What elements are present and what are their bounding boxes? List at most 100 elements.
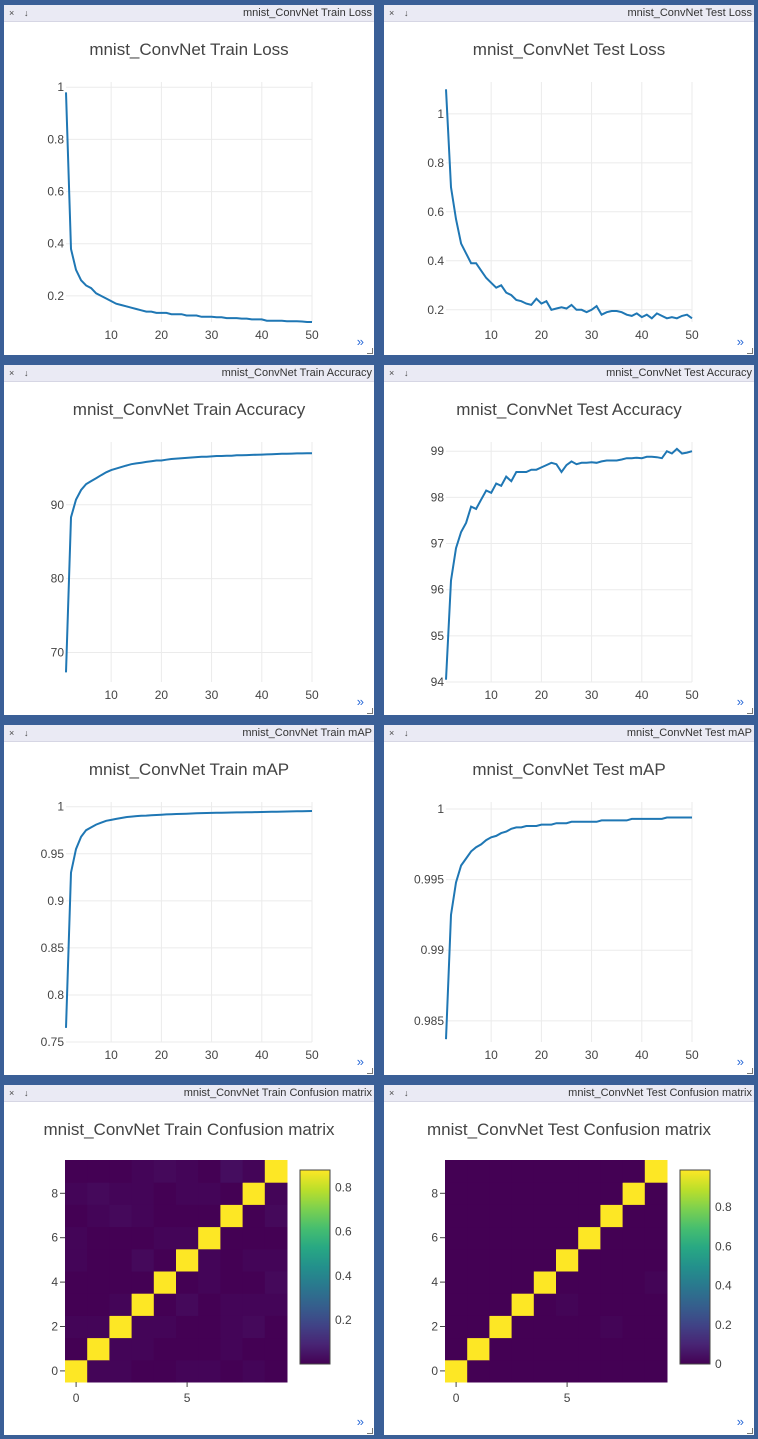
- close-icon[interactable]: ×: [9, 728, 15, 738]
- y-tick-label: 1: [437, 107, 444, 121]
- expand-icon[interactable]: »: [356, 334, 364, 349]
- expand-icon[interactable]: »: [356, 1414, 364, 1429]
- y-tick-label: 96: [431, 583, 445, 597]
- line-chart: mnist_ConvNet Test Accuracy 10 20 30 40 50 94 9…: [431, 400, 699, 702]
- heatmap-cell: [511, 1204, 535, 1228]
- pane-window-title: mnist_ConvNet Test mAP: [626, 727, 752, 739]
- close-icon[interactable]: ×: [389, 368, 395, 378]
- download-icon[interactable]: ↓: [24, 8, 29, 18]
- heatmap-cell: [109, 1315, 133, 1339]
- resize-handle[interactable]: [747, 1428, 753, 1434]
- resize-handle[interactable]: [367, 1068, 373, 1074]
- heatmap-cell: [242, 1337, 266, 1361]
- resize-handle[interactable]: [747, 348, 753, 354]
- heatmap-cell: [467, 1204, 490, 1228]
- heatmap-cell: [489, 1293, 513, 1316]
- expand-icon[interactable]: »: [736, 1414, 744, 1429]
- chart-title: mnist_ConvNet Test Accuracy: [456, 400, 682, 419]
- pane-test-confusion-matrix: × ↓ mnist_ConvNet Test Confusion matrix …: [384, 1085, 754, 1435]
- heatmap-cell: [264, 1160, 288, 1183]
- heatmap-cell: [556, 1204, 579, 1228]
- close-icon[interactable]: ×: [389, 1088, 395, 1098]
- heatmap-cell: [511, 1271, 535, 1294]
- x-tick-label: 30: [205, 1048, 219, 1062]
- download-icon[interactable]: ↓: [24, 1088, 29, 1098]
- heatmap-cell: [445, 1160, 468, 1183]
- pane-train-loss: × ↓ mnist_ConvNet Train Loss mnist_ConvN…: [4, 5, 374, 355]
- expand-icon[interactable]: »: [736, 694, 744, 709]
- close-icon[interactable]: ×: [389, 8, 395, 18]
- y-tick-label: 1: [57, 800, 64, 814]
- resize-handle[interactable]: [747, 1068, 753, 1074]
- expand-icon[interactable]: »: [356, 1054, 364, 1069]
- heatmap-cell: [511, 1226, 535, 1250]
- chart-title: mnist_ConvNet Test mAP: [472, 760, 665, 779]
- heatmap-cell: [220, 1337, 244, 1361]
- heatmap-cell: [109, 1359, 133, 1383]
- heatmap-cell: [533, 1359, 557, 1383]
- chart-title: mnist_ConvNet Train Accuracy: [73, 400, 306, 419]
- y-tick-label: 0.8: [47, 132, 64, 146]
- colorbar-tick-label: 0.4: [335, 1269, 352, 1283]
- heatmap-cell: [87, 1226, 110, 1250]
- series-line: [65, 810, 313, 1028]
- resize-handle[interactable]: [367, 348, 373, 354]
- download-icon[interactable]: ↓: [404, 368, 409, 378]
- heatmap-cell: [622, 1248, 646, 1272]
- x-tick-label: 30: [205, 688, 219, 702]
- heatmap-cell: [445, 1315, 468, 1339]
- expand-icon[interactable]: »: [356, 694, 364, 709]
- heatmap-cell: [533, 1271, 557, 1294]
- heatmap-cell: [131, 1182, 155, 1205]
- heatmap-cell: [109, 1248, 133, 1272]
- heatmap-cell: [622, 1204, 646, 1228]
- heatmap-cell: [109, 1182, 133, 1205]
- close-icon[interactable]: ×: [9, 1088, 15, 1098]
- y-tick-label: 0: [431, 1364, 438, 1378]
- x-tick-label: 10: [105, 1048, 119, 1062]
- resize-handle[interactable]: [367, 1428, 373, 1434]
- heatmap-cell: [242, 1204, 266, 1228]
- heatmap-cell: [242, 1160, 266, 1183]
- heatmap-cell: [622, 1182, 646, 1205]
- y-tick-label: 97: [431, 537, 445, 551]
- pane-titlebar: × ↓ mnist_ConvNet Train Loss: [4, 5, 374, 22]
- x-tick-label: 40: [635, 688, 649, 702]
- y-tick-label: 0.4: [427, 254, 444, 268]
- heatmap-cell: [644, 1293, 668, 1316]
- download-icon[interactable]: ↓: [404, 8, 409, 18]
- heatmap-cell: [556, 1337, 579, 1361]
- heatmap-cell: [220, 1293, 244, 1316]
- heatmap-cell: [622, 1359, 646, 1383]
- close-icon[interactable]: ×: [389, 728, 395, 738]
- download-icon[interactable]: ↓: [24, 728, 29, 738]
- x-tick-label: 10: [485, 328, 499, 342]
- heatmap-cell: [198, 1359, 221, 1383]
- expand-icon[interactable]: »: [736, 334, 744, 349]
- heatmap-cell: [533, 1226, 557, 1250]
- resize-handle[interactable]: [367, 708, 373, 714]
- download-icon[interactable]: ↓: [404, 1088, 409, 1098]
- y-tick-label: 0.6: [47, 185, 64, 199]
- y-tick-label: 99: [431, 444, 445, 458]
- heatmap-cell: [87, 1160, 110, 1183]
- heatmap-cell: [109, 1160, 133, 1183]
- y-tick-label: 2: [431, 1320, 438, 1334]
- heatmap-cell: [511, 1359, 535, 1383]
- heatmap-cell: [467, 1248, 490, 1272]
- download-icon[interactable]: ↓: [24, 368, 29, 378]
- download-icon[interactable]: ↓: [404, 728, 409, 738]
- x-tick-label: 50: [305, 688, 319, 702]
- expand-icon[interactable]: »: [736, 1054, 744, 1069]
- heatmap-cell: [131, 1248, 155, 1272]
- close-icon[interactable]: ×: [9, 8, 15, 18]
- x-tick-label: 10: [485, 1048, 499, 1062]
- close-icon[interactable]: ×: [9, 368, 15, 378]
- heatmap-cell: [511, 1337, 535, 1361]
- x-tick-label: 30: [205, 328, 219, 342]
- pane-window-title: mnist_ConvNet Train Confusion matrix: [183, 1087, 372, 1099]
- heatmap-cell: [600, 1359, 624, 1383]
- heatmap-cell: [644, 1337, 668, 1361]
- heatmap-cell: [87, 1204, 110, 1228]
- resize-handle[interactable]: [747, 708, 753, 714]
